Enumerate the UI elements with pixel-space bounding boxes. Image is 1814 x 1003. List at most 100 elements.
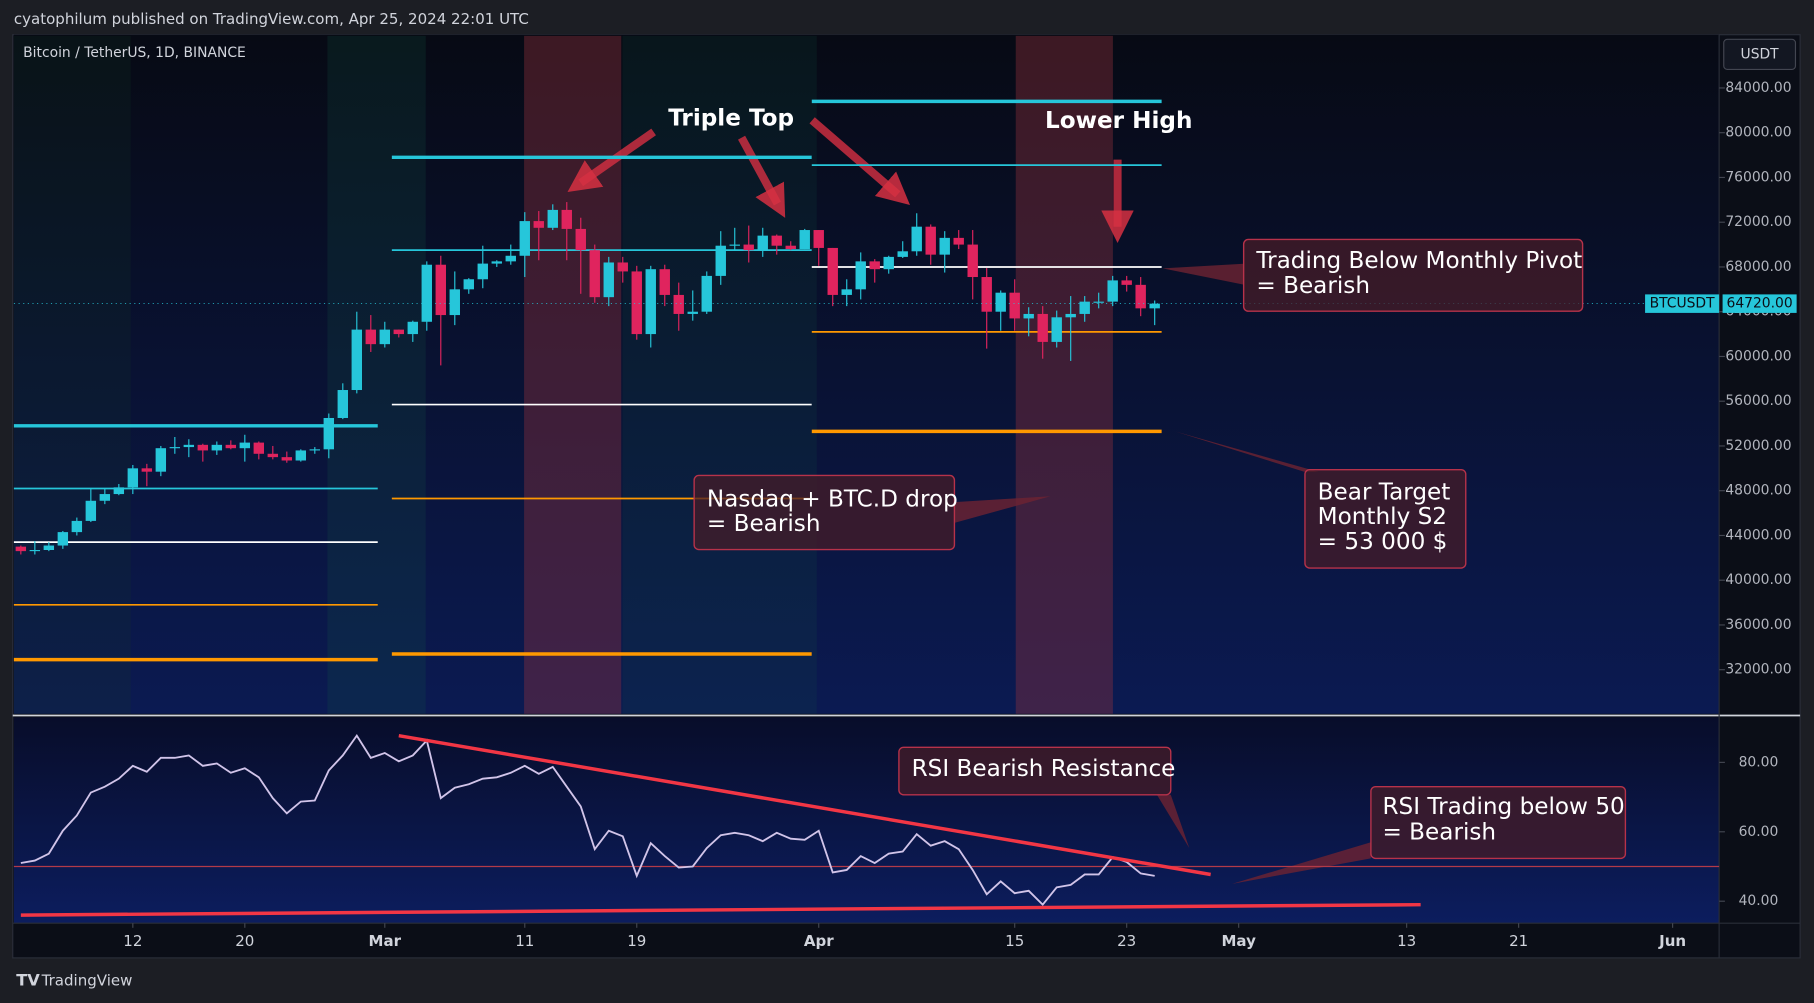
candle-body (645, 269, 656, 335)
x-tick-label: May (1221, 932, 1256, 950)
candle-body (337, 390, 349, 418)
x-tick-label: 23 (1117, 932, 1136, 950)
y-tick-label: 68000.00 (1725, 259, 1791, 275)
callout-box (898, 746, 1172, 796)
candle-body (225, 444, 237, 449)
candle-body (1121, 280, 1132, 285)
signal-band (524, 35, 622, 714)
candle-body (995, 292, 1006, 312)
annotation: = 53 000 $ (1318, 529, 1448, 555)
candle-body (351, 329, 363, 391)
candle-body (267, 453, 279, 458)
candle-body (477, 263, 488, 280)
candle-body (715, 245, 726, 276)
y-tick-label: 76000.00 (1725, 169, 1791, 185)
annotation: Bear Target (1318, 479, 1451, 505)
annotation: = Bearish (707, 511, 821, 537)
y-tick-label: 80000.00 (1725, 125, 1791, 141)
price-pane (13, 34, 1720, 714)
candle-body (113, 487, 125, 495)
candle-body (1023, 313, 1034, 319)
annotation: RSI Trading below 50 (1382, 794, 1624, 820)
signal-band (327, 35, 426, 714)
candle-body (393, 329, 404, 335)
x-tick-label: 19 (627, 932, 646, 950)
candle-body (309, 449, 321, 451)
candle-body (575, 228, 586, 251)
candle-body (155, 448, 167, 472)
arrow (809, 117, 910, 205)
candle-body (897, 251, 908, 257)
candle-body (323, 417, 335, 450)
annotations: 84000.00 80000.00 76000.00 72000.00 68000.00… (123, 80, 1797, 950)
candle-body (1093, 301, 1104, 303)
x-tick-label: Apr (804, 932, 834, 950)
candle-body (1009, 292, 1020, 319)
candle-body (43, 545, 55, 550)
callout-pointer (1232, 842, 1371, 884)
candle-body (29, 550, 41, 552)
candle-body (365, 329, 376, 345)
x-tick-label: Mar (369, 932, 402, 950)
currency-button[interactable] (1723, 38, 1797, 70)
x-tick-label: 15 (1005, 932, 1024, 950)
y-tick-label: 40000.00 (1725, 572, 1791, 588)
candle-body (71, 520, 83, 533)
candle-body (211, 444, 223, 451)
callout-pointer (1162, 263, 1244, 285)
y-tick-label: 36000.00 (1725, 617, 1791, 633)
candle-body (617, 262, 628, 272)
marks (13, 87, 1725, 928)
candle-body (449, 289, 460, 316)
callout-box (1242, 238, 1584, 312)
candle-body (1135, 284, 1146, 309)
candle-body (85, 500, 97, 521)
symbol-title: Bitcoin / TetherUS, 1D, BINANCE (23, 45, 246, 61)
candle-body (295, 450, 307, 461)
trendline (20, 902, 1421, 917)
signal-band (1015, 35, 1113, 714)
x-tick-label: 11 (515, 932, 534, 950)
candle-body (855, 261, 866, 290)
candle-body (127, 468, 139, 488)
candle-body (799, 230, 810, 250)
candle-body (743, 244, 754, 251)
annotation: Lower High (1045, 108, 1192, 134)
y-tick-label: 48000.00 (1725, 483, 1791, 499)
candle-body (1065, 313, 1076, 318)
callout-box (693, 474, 956, 551)
candle-body (533, 221, 544, 228)
candle-body (967, 244, 978, 278)
candle-body (603, 262, 614, 298)
arrow (738, 135, 786, 218)
annotation: = Bearish (1382, 819, 1496, 845)
callout-box (1304, 468, 1467, 569)
y-tick-label: 32000.00 (1725, 662, 1791, 678)
annotation: RSI Bearish Resistance (912, 756, 1176, 782)
candle-body (407, 321, 418, 335)
candle-body (141, 468, 153, 472)
candle-body (911, 226, 922, 252)
candle-body (687, 311, 698, 314)
candle-body (813, 230, 824, 248)
candle-body (771, 235, 782, 246)
candle-body (99, 494, 111, 501)
signal-band (622, 35, 817, 714)
callout-box (1370, 785, 1627, 860)
candle-body (169, 447, 181, 449)
currency[interactable]: USDT (1741, 46, 1780, 62)
candle-body (883, 256, 894, 270)
candle-body (1051, 317, 1062, 342)
annotation: Nasdaq + BTC.D drop (707, 486, 958, 512)
candle-body (197, 444, 209, 451)
candle-body (561, 209, 572, 229)
candle-body (505, 255, 516, 262)
candle-body (925, 226, 936, 255)
x-tick-label: 12 (123, 932, 142, 950)
y-tick-label: 72000.00 (1725, 214, 1791, 230)
annotation: Monthly S2 (1318, 504, 1447, 530)
candle-body (491, 261, 502, 264)
candle-body (379, 329, 390, 345)
candle-body (869, 261, 880, 270)
candle-body (701, 275, 712, 312)
